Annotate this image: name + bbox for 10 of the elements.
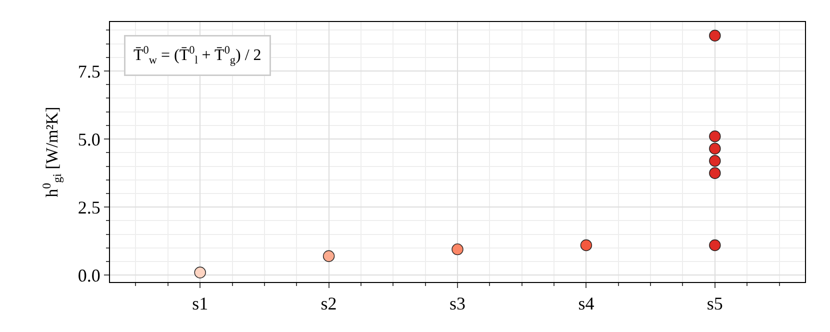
y-tick-label: 5.0 <box>78 129 100 150</box>
y-tick-label: 2.5 <box>78 197 100 218</box>
y-tick-label: 0.0 <box>78 265 100 286</box>
text: T̄$^{0}$$_{w}$ = (T̄$^{0}$$_{l}$ + T̄$^{0}$$_{g}$) / 2 <box>134 44 262 67</box>
x-tick-label: s1 <box>192 294 208 314</box>
x-tick-label: s3 <box>449 294 466 314</box>
x-tick-label: s2 <box>320 294 337 314</box>
x-tick-label: s4 <box>578 294 594 314</box>
x-tick-label: s5 <box>706 294 723 314</box>
y-tick-label: 7.5 <box>78 61 100 82</box>
